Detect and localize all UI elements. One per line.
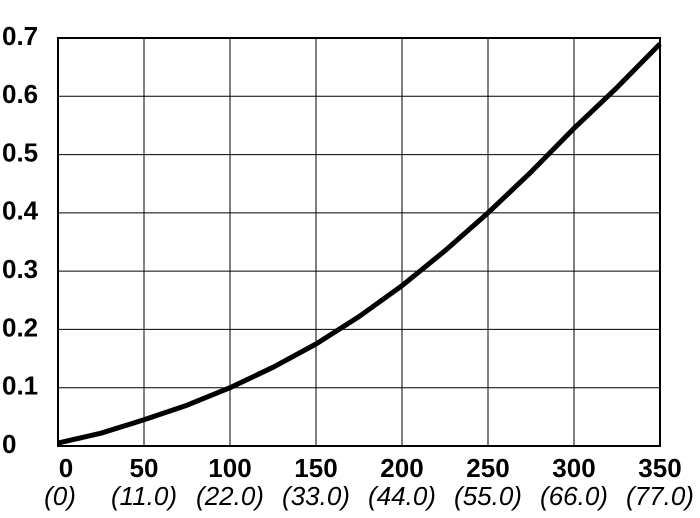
x2-tick-label: (22.0) — [196, 481, 264, 511]
x-tick-label: 350 — [638, 453, 681, 483]
y-tick-label: 0.1 — [2, 371, 38, 401]
plot-frame — [57, 37, 661, 447]
x2-tick-label: (55.0) — [454, 481, 522, 511]
x-tick-label: 200 — [380, 453, 423, 483]
y-tick-label: 0.5 — [2, 137, 38, 167]
y-tick-label: 0.4 — [2, 196, 39, 226]
y-tick-label: 0.7 — [2, 21, 38, 51]
x2-tick-label: (77.0) — [626, 481, 694, 511]
x-tick-label: 100 — [208, 453, 251, 483]
x2-tick-label: (44.0) — [368, 481, 436, 511]
x-tick-label: 0 — [59, 453, 73, 483]
y-tick-label: 0.3 — [2, 254, 38, 284]
x2-tick-label: (33.0) — [282, 481, 350, 511]
x-tick-label: 250 — [466, 453, 509, 483]
x-tick-label: 50 — [130, 453, 159, 483]
x-tick-label: 300 — [552, 453, 595, 483]
y-tick-label: 0.2 — [2, 312, 38, 342]
x2-tick-label: (66.0) — [540, 481, 608, 511]
line — [57, 42, 662, 446]
x2-tick-label: (11.0) — [111, 481, 177, 511]
x2-tick-label: (0) — [44, 481, 76, 511]
y-tick-label: 0 — [2, 429, 16, 459]
x-tick-label: 150 — [294, 453, 337, 483]
y-tick-label: 0.6 — [2, 79, 38, 109]
